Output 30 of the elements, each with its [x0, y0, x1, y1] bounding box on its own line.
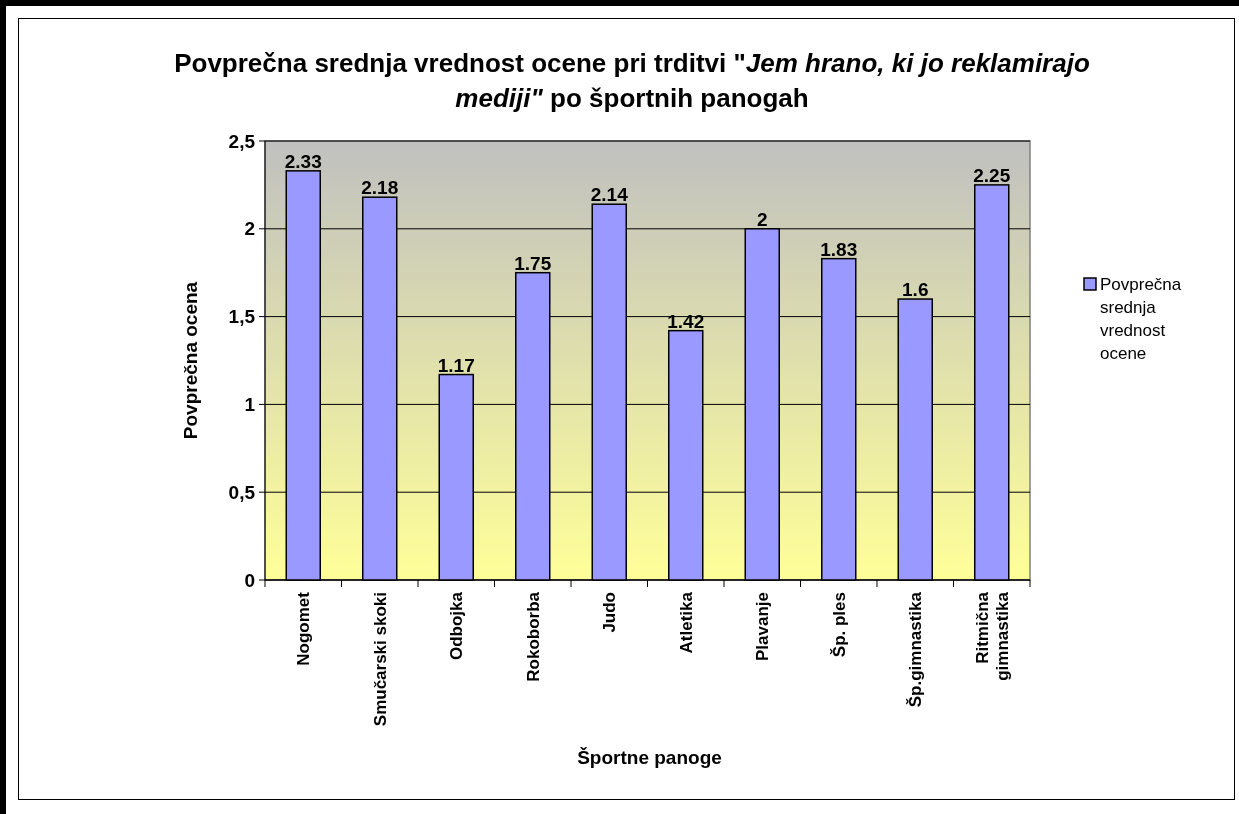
- x-tick-label: Atletika: [676, 591, 696, 654]
- x-tick-label: Odbojka: [447, 591, 467, 661]
- y-tick-label: 1,5: [228, 306, 256, 328]
- data-label: 1.83: [820, 238, 858, 260]
- y-axis-title: Povprečna ocena: [180, 281, 201, 440]
- x-tick-label: Šp.gimnastika: [906, 591, 926, 708]
- y-tick-label: 2: [244, 218, 255, 240]
- x-tick-label: Šp. ples: [829, 592, 849, 658]
- y-tick-label: 2,5: [228, 130, 256, 152]
- data-label: 2.18: [361, 177, 399, 199]
- x-tick-label: Plavanje: [753, 592, 773, 661]
- x-tick-label: Rokoborba: [523, 591, 543, 682]
- data-label: 2: [756, 208, 768, 230]
- legend-label: Povprečna srednja vrednost ocene: [1100, 275, 1182, 363]
- data-label: 2.14: [590, 184, 629, 206]
- y-tick-label: 0: [244, 569, 255, 591]
- data-label: 2.33: [284, 150, 322, 172]
- data-label: 1.42: [667, 310, 705, 332]
- x-tick-label: Nogomet: [294, 591, 314, 666]
- data-label: 1.6: [902, 279, 929, 301]
- data-label: 1.17: [437, 354, 475, 376]
- x-tick-label: Ritmična gimnastika: [972, 591, 1012, 681]
- chart-title: Povprečna srednja vrednost ocene pri trditvi "Jem hrano, ki jo reklamirajo mediji" po športnih panogah: [174, 48, 1090, 113]
- data-label: 2.25: [973, 164, 1011, 186]
- y-tick-label: 0,5: [228, 481, 256, 503]
- y-tick-label: 1: [244, 394, 256, 416]
- data-label: 1.75: [514, 252, 552, 274]
- x-axis-title: Športne panoge: [577, 747, 722, 768]
- x-tick-label: Judo: [600, 592, 620, 633]
- x-tick-label: Smučarski skoki: [370, 592, 390, 727]
